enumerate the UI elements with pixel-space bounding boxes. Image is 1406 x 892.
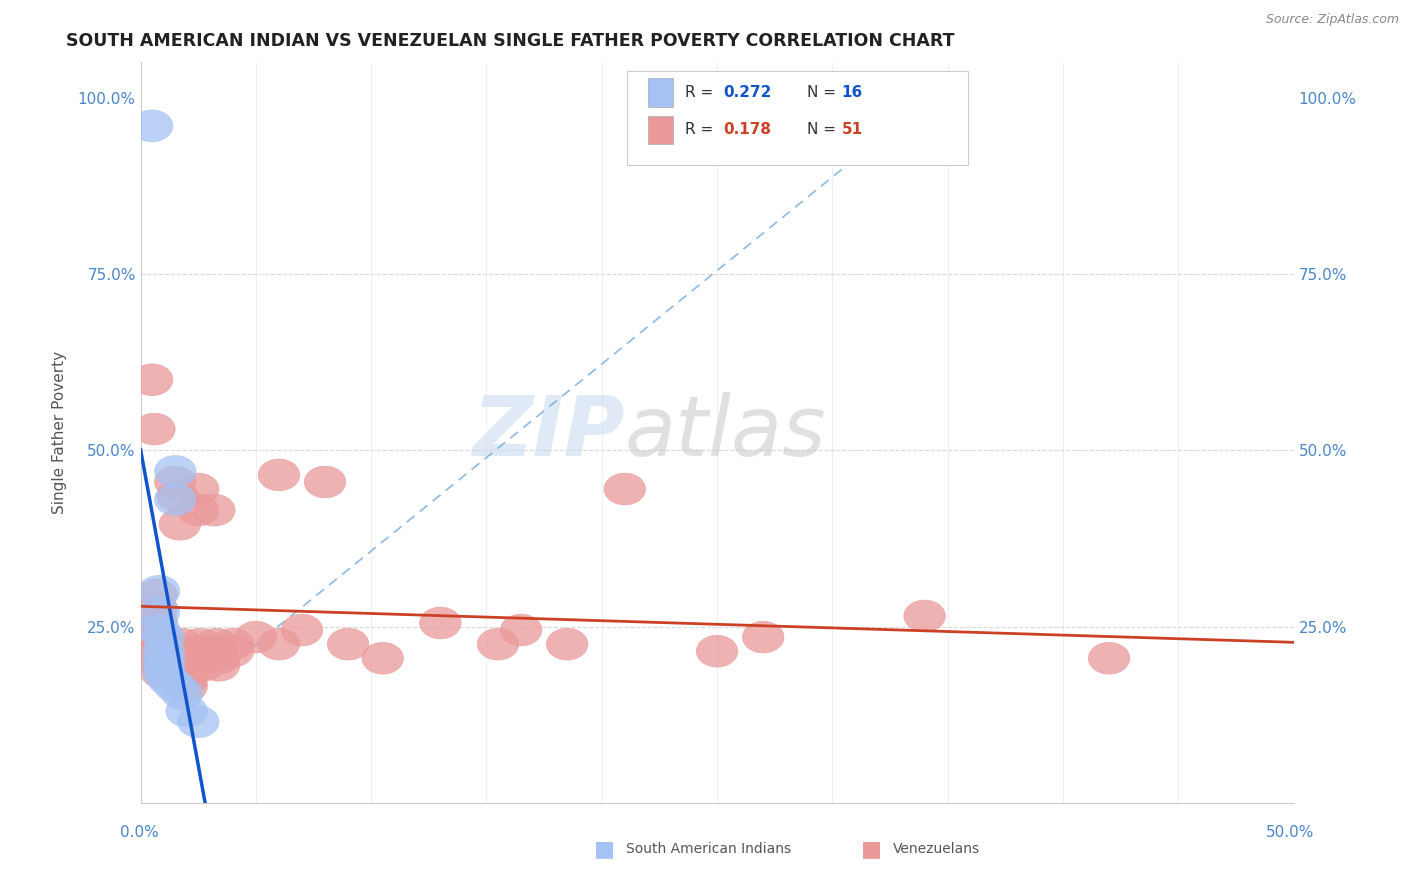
Text: atlas: atlas — [624, 392, 827, 473]
Ellipse shape — [195, 628, 238, 660]
Ellipse shape — [159, 508, 201, 541]
Text: ZIP: ZIP — [472, 392, 624, 473]
Text: SOUTH AMERICAN INDIAN VS VENEZUELAN SINGLE FATHER POVERTY CORRELATION CHART: SOUTH AMERICAN INDIAN VS VENEZUELAN SING… — [66, 32, 955, 50]
Text: Source: ZipAtlas.com: Source: ZipAtlas.com — [1265, 13, 1399, 27]
Text: 50.0%: 50.0% — [1267, 825, 1315, 840]
Text: Venezuelans: Venezuelans — [893, 842, 980, 856]
Ellipse shape — [136, 579, 177, 611]
Ellipse shape — [304, 467, 346, 498]
Text: R =: R = — [685, 122, 718, 137]
Ellipse shape — [177, 473, 219, 505]
Text: 51: 51 — [842, 122, 863, 137]
Ellipse shape — [177, 494, 219, 526]
Ellipse shape — [131, 364, 173, 396]
Ellipse shape — [163, 657, 205, 689]
Ellipse shape — [259, 628, 299, 660]
Ellipse shape — [148, 664, 188, 695]
Ellipse shape — [163, 649, 205, 681]
Ellipse shape — [134, 413, 176, 445]
Ellipse shape — [141, 649, 183, 681]
Ellipse shape — [419, 607, 461, 639]
Ellipse shape — [131, 110, 173, 142]
Ellipse shape — [696, 635, 738, 667]
Ellipse shape — [605, 473, 645, 505]
Ellipse shape — [141, 642, 183, 674]
Text: ■: ■ — [595, 839, 614, 859]
Ellipse shape — [180, 635, 221, 667]
Ellipse shape — [477, 628, 519, 660]
Ellipse shape — [141, 657, 183, 689]
Ellipse shape — [138, 575, 180, 607]
Ellipse shape — [156, 480, 198, 512]
Ellipse shape — [136, 615, 177, 646]
Ellipse shape — [162, 678, 202, 709]
Ellipse shape — [742, 621, 785, 653]
Text: 0.0%: 0.0% — [120, 825, 159, 840]
Ellipse shape — [361, 642, 404, 674]
Ellipse shape — [136, 621, 177, 653]
Ellipse shape — [155, 467, 195, 498]
Ellipse shape — [501, 615, 541, 646]
Ellipse shape — [163, 642, 205, 674]
Ellipse shape — [155, 483, 195, 516]
Ellipse shape — [281, 615, 323, 646]
Text: 0.178: 0.178 — [723, 122, 770, 137]
Ellipse shape — [166, 664, 208, 695]
Ellipse shape — [1088, 642, 1130, 674]
Text: R =: R = — [685, 85, 718, 100]
Ellipse shape — [180, 628, 221, 660]
FancyBboxPatch shape — [627, 71, 969, 165]
Ellipse shape — [138, 628, 180, 660]
Ellipse shape — [212, 635, 253, 667]
Ellipse shape — [198, 649, 240, 681]
FancyBboxPatch shape — [648, 78, 673, 106]
Ellipse shape — [136, 607, 177, 639]
Ellipse shape — [162, 628, 202, 660]
Text: ■: ■ — [862, 839, 882, 859]
Text: 16: 16 — [842, 85, 863, 100]
Ellipse shape — [183, 642, 224, 674]
Ellipse shape — [259, 459, 299, 491]
Ellipse shape — [328, 628, 368, 660]
Ellipse shape — [136, 593, 177, 624]
Ellipse shape — [162, 635, 202, 667]
Text: N =: N = — [807, 122, 841, 137]
Ellipse shape — [143, 657, 184, 689]
Ellipse shape — [143, 621, 184, 653]
Y-axis label: Single Father Poverty: Single Father Poverty — [52, 351, 66, 514]
Ellipse shape — [138, 635, 180, 667]
Ellipse shape — [166, 671, 208, 702]
Ellipse shape — [143, 635, 184, 667]
Text: 0.272: 0.272 — [723, 85, 772, 100]
Ellipse shape — [166, 695, 208, 727]
Ellipse shape — [235, 621, 277, 653]
Ellipse shape — [194, 494, 235, 526]
Ellipse shape — [195, 635, 238, 667]
Ellipse shape — [143, 642, 184, 674]
Ellipse shape — [183, 649, 224, 681]
Ellipse shape — [177, 706, 219, 738]
Ellipse shape — [155, 456, 195, 487]
Ellipse shape — [143, 649, 184, 681]
Ellipse shape — [138, 597, 180, 628]
Ellipse shape — [904, 600, 945, 632]
FancyBboxPatch shape — [648, 116, 673, 144]
Ellipse shape — [212, 628, 253, 660]
Ellipse shape — [547, 628, 588, 660]
Ellipse shape — [138, 615, 180, 646]
Text: N =: N = — [807, 85, 841, 100]
Ellipse shape — [155, 671, 195, 702]
Text: South American Indians: South American Indians — [626, 842, 790, 856]
Ellipse shape — [198, 642, 240, 674]
